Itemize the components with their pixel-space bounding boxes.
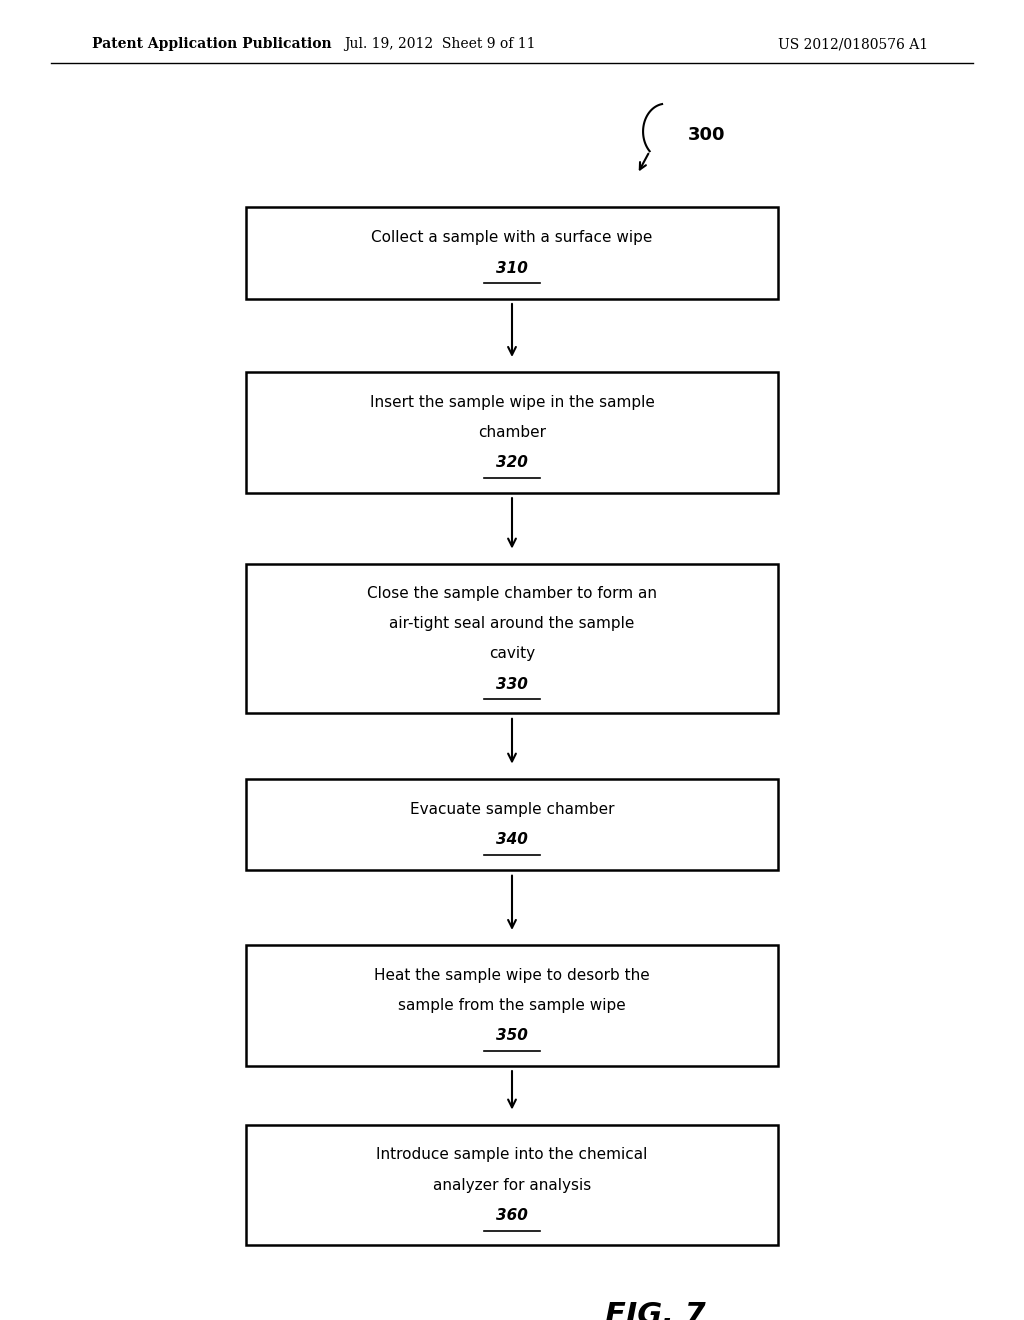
Text: sample from the sample wipe: sample from the sample wipe [398, 998, 626, 1012]
Text: Heat the sample wipe to desorb the: Heat the sample wipe to desorb the [374, 968, 650, 982]
Bar [246, 564, 778, 713]
Text: 300: 300 [688, 127, 726, 144]
Text: Jul. 19, 2012  Sheet 9 of 11: Jul. 19, 2012 Sheet 9 of 11 [344, 37, 537, 51]
Text: 350: 350 [496, 1028, 528, 1043]
Text: Insert the sample wipe in the sample: Insert the sample wipe in the sample [370, 395, 654, 409]
Bar [246, 372, 778, 492]
Text: 360: 360 [496, 1208, 528, 1224]
Text: cavity: cavity [488, 647, 536, 661]
Text: 330: 330 [496, 677, 528, 692]
Text: analyzer for analysis: analyzer for analysis [433, 1177, 591, 1193]
Text: air-tight seal around the sample: air-tight seal around the sample [389, 616, 635, 631]
Text: 310: 310 [496, 260, 528, 276]
Text: Introduce sample into the chemical: Introduce sample into the chemical [376, 1147, 648, 1163]
Text: Collect a sample with a surface wipe: Collect a sample with a surface wipe [372, 230, 652, 246]
Text: Evacuate sample chamber: Evacuate sample chamber [410, 803, 614, 817]
Bar [246, 1125, 778, 1245]
Bar [246, 945, 778, 1065]
Text: Patent Application Publication: Patent Application Publication [92, 37, 332, 51]
Text: FIG. 7: FIG. 7 [605, 1302, 706, 1320]
Text: 340: 340 [496, 833, 528, 847]
Bar [246, 779, 778, 870]
Text: chamber: chamber [478, 425, 546, 440]
Text: US 2012/0180576 A1: US 2012/0180576 A1 [778, 37, 929, 51]
Bar [246, 207, 778, 298]
Text: Close the sample chamber to form an: Close the sample chamber to form an [367, 586, 657, 601]
Text: 320: 320 [496, 455, 528, 470]
